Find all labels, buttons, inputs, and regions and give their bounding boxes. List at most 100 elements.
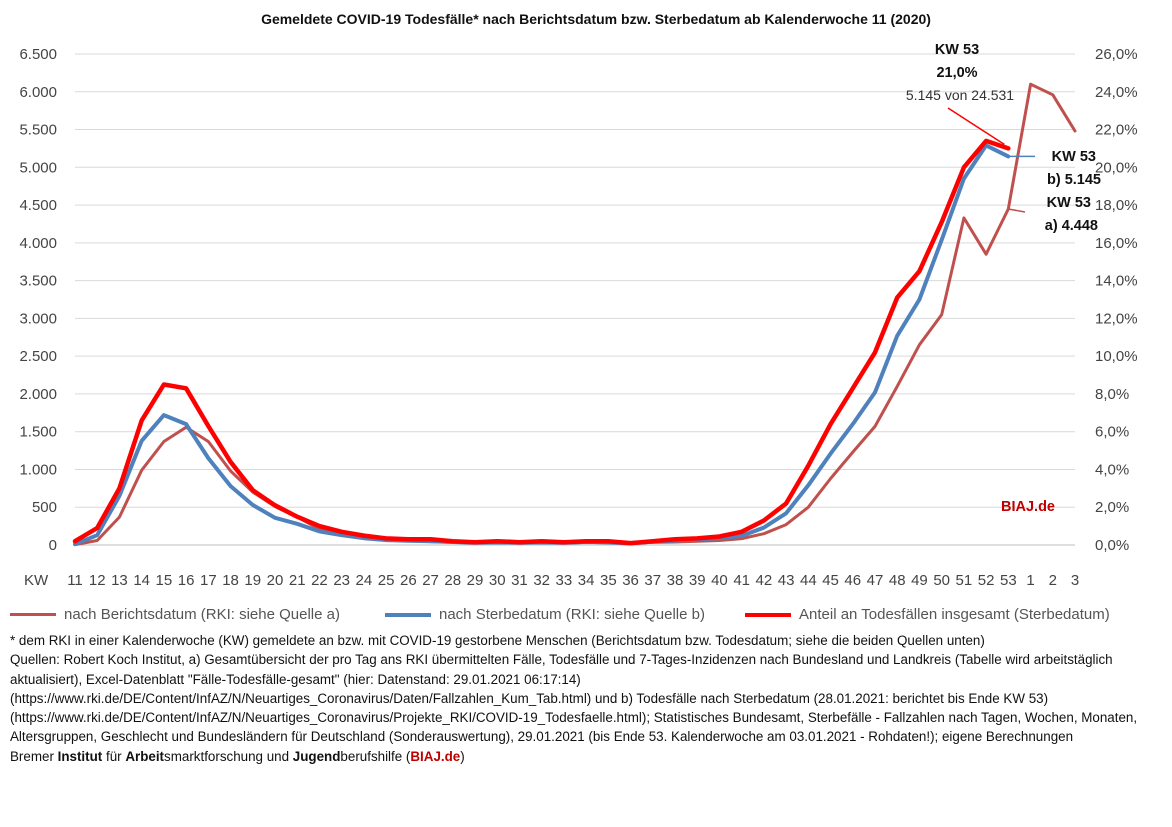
x-tick-label: 25 — [378, 572, 395, 589]
x-tick-label: 35 — [600, 572, 617, 589]
y-right-tick-label: 26,0% — [1095, 46, 1138, 63]
y-right-tick-label: 18,0% — [1095, 197, 1138, 214]
y-left-tick-label: 4.500 — [19, 197, 57, 214]
footnote-definition: * dem RKI in einer Kalenderwoche (KW) ge… — [10, 633, 985, 648]
series-line-berichtsdatum — [73, 82, 1077, 547]
x-tick-label: 13 — [111, 572, 128, 589]
x-tick-label: 48 — [889, 572, 906, 589]
x-tick-label: 14 — [133, 572, 150, 589]
legend-item-berichtsdatum: nach Berichtsdatum (RKI: siehe Quelle a) — [10, 606, 340, 623]
x-tick-label: 50 — [933, 572, 950, 589]
y-left-tick-label: 6.000 — [19, 84, 57, 101]
x-tick-label: 30 — [489, 572, 506, 589]
x-tick-label: 15 — [156, 572, 173, 589]
y-axis-right: 0,0% 2,0% 4,0% 6,0% 8,0% 10,0% 12,0% 14,0% 16,0%… — [1095, 46, 1138, 554]
y-left-tick-label: 1.000 — [19, 461, 57, 478]
annotation-b-value: b) 5.145 — [1047, 172, 1101, 188]
annotation-a-leader — [1008, 208, 1026, 213]
y-right-tick-label: 2,0% — [1095, 499, 1129, 516]
x-tick-label: 40 — [711, 572, 728, 589]
x-tick-label: 32 — [533, 572, 550, 589]
x-tick-label: 19 — [244, 572, 261, 589]
y-left-tick-label: 5.500 — [19, 122, 57, 139]
y-right-tick-label: 4,0% — [1095, 461, 1129, 478]
x-tick-label: 31 — [511, 572, 528, 589]
x-tick-label: 38 — [667, 572, 684, 589]
x-tick-label: 33 — [556, 572, 573, 589]
footnotes: * dem RKI in einer Kalenderwoche (KW) ge… — [10, 631, 1165, 766]
x-tick-label: 46 — [844, 572, 861, 589]
x-tick-label: 47 — [867, 572, 884, 589]
y-right-tick-label: 6,0% — [1095, 424, 1129, 441]
y-left-tick-label: 2.500 — [19, 348, 57, 365]
x-tick-label: 3 — [1071, 572, 1079, 589]
annotation-top-count: 5.145 von 24.531 — [906, 87, 1014, 103]
annotation-a-kw: KW 53 — [1047, 195, 1091, 211]
y-axis-left: 0 500 1.000 1.500 2.000 2.500 3.000 3.500 4.000 4… — [19, 46, 57, 554]
x-tick-label: 12 — [89, 572, 106, 589]
x-tick-label: 16 — [178, 572, 195, 589]
y-left-tick-label: 0 — [49, 537, 57, 554]
y-right-tick-label: 24,0% — [1095, 84, 1138, 101]
legend-label-anteil: Anteil an Todesfällen insgesamt (Sterbed… — [799, 606, 1110, 623]
y-right-tick-label: 16,0% — [1095, 235, 1138, 252]
y-right-tick-label: 10,0% — [1095, 348, 1138, 365]
x-tick-label: 11 — [67, 572, 83, 589]
chart-title: Gemeldete COVID-19 Todesfälle* nach Beri… — [261, 11, 931, 27]
x-tick-label: 39 — [689, 572, 706, 589]
annotations: KW 53 21,0% 5.145 von 24.531 KW 53 b) 5.145 K… — [906, 42, 1101, 515]
annotation-a-value: a) 4.448 — [1045, 218, 1098, 234]
x-axis: 11 12 13 14 15 16 17 18 19 20 21 22 23 24 25 26 27 28 29 30… — [24, 544, 1079, 589]
x-tick-label: 24 — [356, 572, 373, 589]
y-left-tick-label: 500 — [32, 499, 57, 516]
x-tick-label: 51 — [956, 572, 973, 589]
x-tick-label: 20 — [267, 572, 284, 589]
annotation-top-percent: 21,0% — [936, 65, 977, 81]
x-tick-label: 18 — [222, 572, 239, 589]
annotation-top-kw: KW 53 — [935, 42, 979, 58]
legend-label-sterbedatum: nach Sterbedatum (RKI: siehe Quelle b) — [439, 606, 705, 623]
x-tick-label: 17 — [200, 572, 217, 589]
footnote-publisher: Bremer Institut für Arbeitsmarktforschun… — [10, 748, 465, 764]
x-tick-label: 21 — [289, 572, 306, 589]
legend-swatch-sterbedatum — [385, 612, 431, 617]
y-right-tick-label: 8,0% — [1095, 386, 1129, 403]
x-tick-label: 29 — [467, 572, 484, 589]
y-right-tick-label: 20,0% — [1095, 159, 1138, 176]
x-tick-label: 34 — [578, 572, 595, 589]
x-tick-label: 36 — [622, 572, 639, 589]
legend-item-sterbedatum: nach Sterbedatum (RKI: siehe Quelle b) — [385, 606, 705, 623]
y-left-tick-label: 3.500 — [19, 273, 57, 290]
x-axis-label: KW — [24, 572, 49, 589]
y-right-tick-label: 12,0% — [1095, 310, 1138, 327]
brand-watermark: BIAJ.de — [1001, 499, 1055, 515]
x-tick-label: 45 — [822, 572, 839, 589]
series-line-anteil — [72, 138, 1011, 546]
y-left-tick-label: 5.000 — [19, 159, 57, 176]
legend-label-berichtsdatum: nach Berichtsdatum (RKI: siehe Quelle a) — [64, 606, 340, 623]
series-lines — [72, 82, 1077, 547]
gridlines — [75, 53, 1075, 508]
legend-swatch-anteil — [745, 612, 791, 617]
x-tick-label: 49 — [911, 572, 928, 589]
y-right-tick-label: 14,0% — [1095, 273, 1138, 290]
footnote-sources: Quellen: Robert Koch Institut, a) Gesamt… — [10, 652, 1138, 745]
x-tick-label: 41 — [733, 572, 750, 589]
x-tick-label: 1 — [1026, 572, 1034, 589]
x-tick-label: 42 — [756, 572, 773, 589]
x-tick-label: 26 — [400, 572, 417, 589]
annotation-b-kw: KW 53 — [1052, 149, 1096, 165]
annotation-top-leader — [947, 107, 1005, 146]
y-left-tick-label: 3.000 — [19, 310, 57, 327]
publisher-brand: BIAJ.de — [410, 748, 461, 764]
x-tick-label: 43 — [778, 572, 795, 589]
x-tick-label: 37 — [644, 572, 661, 589]
x-tick-label: 44 — [800, 572, 817, 589]
x-tick-label: 23 — [333, 572, 350, 589]
x-tick-label: 53 — [1000, 572, 1017, 589]
legend-item-anteil: Anteil an Todesfällen insgesamt (Sterbed… — [745, 606, 1110, 623]
y-left-tick-label: 1.500 — [19, 424, 57, 441]
legend-swatch-berichtsdatum — [10, 613, 56, 616]
x-tick-label: 52 — [978, 572, 995, 589]
x-tick-label: 27 — [422, 572, 439, 589]
